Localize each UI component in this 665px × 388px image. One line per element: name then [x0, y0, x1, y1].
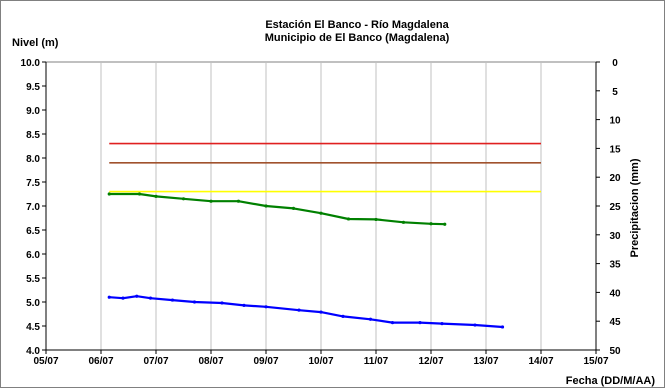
y2-tick-label: 50 [609, 346, 621, 357]
series-1-point [154, 194, 158, 198]
series-1-point [443, 222, 447, 226]
x-tick-label: 05/07 [33, 356, 58, 367]
x-tick-label: 13/07 [473, 356, 498, 367]
y2-axis-label: Precipitacion (mm) [629, 158, 641, 257]
chart-subtitle: Municipio de El Banco (Magdalena) [265, 32, 450, 44]
series-2-point [319, 310, 323, 314]
plot-layer: 05/07 06/07 07/07 08/07 09/07 10/07 11/07 12/07… [21, 58, 621, 367]
y2-tick-label: 30 [609, 231, 621, 242]
series-2-point [107, 295, 111, 299]
series-line-2 [109, 295, 503, 329]
x-tick-label: 06/07 [88, 356, 113, 367]
series-2-point [192, 300, 197, 304]
x-tick-label: 12/07 [418, 356, 443, 367]
series-1-point [346, 217, 351, 221]
y-tick-label: 8.5 [26, 130, 40, 141]
series-2-point [220, 301, 224, 305]
series-1-point [429, 222, 433, 226]
series-2-point [341, 314, 345, 318]
series-1-point [181, 197, 186, 201]
y-tick-label: 9.5 [26, 82, 40, 93]
series-2-point [264, 305, 268, 309]
y-tick-label: 7.5 [26, 178, 40, 189]
series-2-point [473, 323, 477, 327]
series-2-point [418, 321, 422, 325]
y2-tick-label: 0 [612, 58, 618, 69]
y-tick-label: 8.0 [26, 154, 40, 165]
series-2-point [390, 321, 395, 325]
y2-tick-label: 40 [609, 288, 621, 299]
y2-tick-label: 45 [609, 317, 621, 328]
y-tick-label: 4.0 [26, 346, 40, 357]
series-2-point [170, 298, 175, 302]
series-2-point [297, 308, 301, 312]
series-2-point [148, 296, 153, 300]
y-tick-label: 6.0 [26, 250, 40, 261]
x-axis-label: Fecha (DD/M/AA) [566, 375, 656, 387]
y2-tick-label: 15 [609, 144, 621, 155]
series-1-point [137, 192, 142, 196]
series-2-point [368, 317, 373, 321]
y-tick-label: 5.0 [26, 298, 40, 309]
series-1-point [401, 220, 406, 224]
y2-tick-label: 5 [612, 87, 618, 98]
y2-tick-label: 35 [609, 260, 621, 271]
series-2-point [500, 325, 505, 329]
x-tick-label: 14/07 [528, 356, 553, 367]
x-tick-label: 09/07 [253, 356, 278, 367]
y-tick-label: 9.0 [26, 106, 40, 117]
y-tick-label: 5.5 [26, 274, 40, 285]
y-axis-label: Nivel (m) [12, 37, 59, 49]
y-tick-label: 7.0 [26, 202, 40, 213]
series-1-point [291, 206, 296, 210]
series-1-point [209, 199, 213, 203]
y2-tick-label: 20 [609, 173, 621, 184]
x-tick-label: 15/07 [583, 356, 608, 367]
y2-tick-label: 25 [609, 202, 621, 213]
series-2-point [242, 303, 246, 307]
y2-tick-label: 10 [609, 116, 621, 127]
series-1-point [107, 192, 111, 196]
y-tick-label: 4.5 [26, 322, 40, 333]
x-tick-label: 10/07 [308, 356, 333, 367]
series-line-1 [109, 192, 445, 226]
y-tick-label: 6.5 [26, 226, 40, 237]
series-1-point [374, 217, 378, 222]
series-1-point [236, 199, 241, 203]
x-tick-label: 08/07 [198, 356, 223, 367]
series-1-point [264, 204, 268, 208]
x-tick-label: 07/07 [143, 356, 168, 367]
chart-title: Estación El Banco - Río Magdalena [265, 19, 449, 31]
y-tick-label: 10.0 [21, 58, 41, 69]
x-tick-label: 11/07 [364, 356, 389, 367]
series-1-point [319, 211, 323, 215]
series-2-point [440, 322, 444, 326]
series-2-point [135, 294, 139, 298]
series-2-point [121, 296, 125, 300]
